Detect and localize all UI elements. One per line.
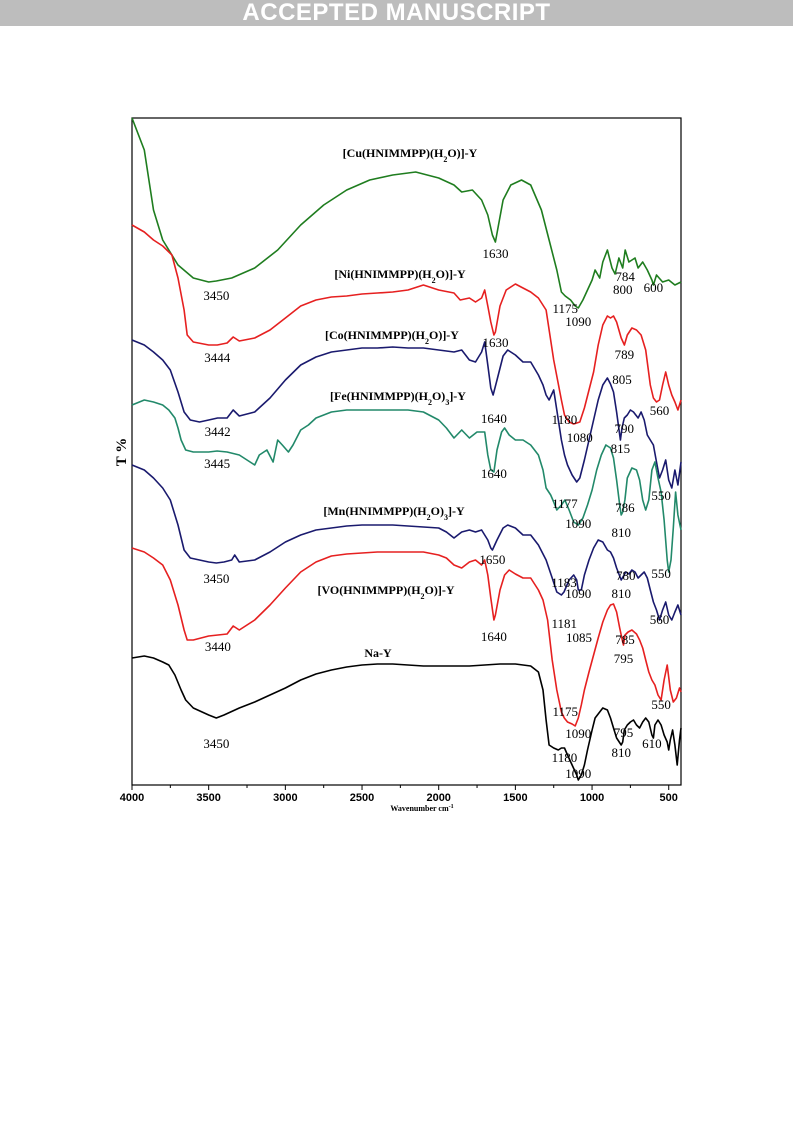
series-line-1 xyxy=(131,224,682,425)
series-label-4: [Mn(HNIMMPP)(H2O)3]-Y xyxy=(323,504,465,522)
peak-label: 600 xyxy=(644,280,664,295)
series-curves xyxy=(131,117,682,781)
peak-label: 1090 xyxy=(565,314,591,329)
x-axis-label-unit-exponent: -1 xyxy=(449,804,454,810)
x-tick-label: 2500 xyxy=(350,792,374,804)
peak-label: 550 xyxy=(651,697,671,712)
peak-label: 1180 xyxy=(552,750,578,765)
peak-label: 560 xyxy=(650,612,670,627)
x-axis-label: Wavenumber cm-1 xyxy=(390,804,453,813)
peak-label: 1630 xyxy=(482,335,508,350)
series-label-5: [VO(HNIMMPP)(H2O)]-Y xyxy=(317,583,454,601)
peak-label: 3444 xyxy=(204,350,231,365)
accepted-manuscript-banner: ACCEPTED MANUSCRIPT xyxy=(0,0,793,26)
peak-label: 1177 xyxy=(552,496,578,511)
series-label-2: [Co(HNIMMPP)(H2O)]-Y xyxy=(325,328,459,346)
peak-label: 550 xyxy=(651,566,671,581)
peak-label: 560 xyxy=(650,403,670,418)
series-line-6 xyxy=(131,655,682,781)
peak-label: 1180 xyxy=(552,412,578,427)
peak-label: 3445 xyxy=(204,456,230,471)
peak-label: 3450 xyxy=(203,571,229,586)
x-tick-label: 1500 xyxy=(503,792,527,804)
peak-label: 800 xyxy=(613,282,633,297)
series-line-3 xyxy=(131,399,682,573)
peak-label: 1085 xyxy=(566,630,592,645)
peak-label: 1183 xyxy=(551,575,577,590)
x-tick-label: 500 xyxy=(660,792,678,804)
peak-label: 1175 xyxy=(552,704,578,719)
peak-label: 1175 xyxy=(552,301,578,316)
peak-label: 789 xyxy=(615,347,635,362)
peak-label: 1650 xyxy=(479,552,505,567)
series-line-5 xyxy=(131,547,682,727)
peak-label: 790 xyxy=(615,421,635,436)
peak-label: 3450 xyxy=(203,288,229,303)
series-label-6: Na-Y xyxy=(364,646,392,660)
peak-label: 784 xyxy=(615,269,635,284)
peak-label: 1181 xyxy=(552,616,578,631)
x-tick-label: 4000 xyxy=(120,792,144,804)
x-axis-label-text: Wavenumber cm xyxy=(390,804,449,813)
series-label-0: [Cu(HNIMMPP)(H2O)]-Y xyxy=(343,146,478,164)
series-line-4 xyxy=(131,464,682,621)
peak-label: 810 xyxy=(611,745,631,760)
peak-label: 815 xyxy=(611,441,631,456)
series-line-0 xyxy=(131,117,682,309)
peak-label: 785 xyxy=(615,632,635,647)
x-tick-label: 1000 xyxy=(580,792,604,804)
peak-label: 795 xyxy=(614,725,634,740)
peak-label: 550 xyxy=(651,488,671,503)
peak-label: 795 xyxy=(614,651,634,666)
peak-label: 810 xyxy=(611,525,631,540)
peak-label: 1090 xyxy=(565,516,591,531)
peak-label: 3440 xyxy=(205,639,231,654)
peak-label: 810 xyxy=(611,586,631,601)
peak-label: 1640 xyxy=(481,466,507,481)
peak-label: 3450 xyxy=(203,736,229,751)
x-axis: 4000 3500 3000 2500 2000 1500 1000 500 xyxy=(120,785,678,804)
x-tick-label: 3000 xyxy=(273,792,297,804)
peak-label: 1090 xyxy=(565,766,591,781)
peak-annotations: 3450163011751090800784600344416301180108… xyxy=(203,246,670,781)
series-label-3: [Fe(HNIMMPP)(H2O)3]-Y xyxy=(330,389,466,407)
peak-label: 780 xyxy=(616,568,636,583)
peak-label: 1080 xyxy=(567,430,593,445)
peak-label: 3442 xyxy=(205,424,231,439)
series-labels: [Cu(HNIMMPP)(H2O)]-Y [Ni(HNIMMPP)(H2O)]-Y… xyxy=(317,146,477,660)
series-label-1: [Ni(HNIMMPP)(H2O)]-Y xyxy=(334,267,466,285)
peak-label: 1090 xyxy=(565,586,591,601)
y-axis-label: T % xyxy=(114,438,130,466)
peak-label: 1090 xyxy=(565,726,591,741)
x-tick-label: 2000 xyxy=(426,792,450,804)
peak-label: 1630 xyxy=(482,246,508,261)
peak-label: 1640 xyxy=(481,411,507,426)
peak-label: 1640 xyxy=(481,629,507,644)
plot-frame xyxy=(131,117,682,786)
peak-label: 786 xyxy=(615,500,635,515)
peak-label: 610 xyxy=(642,736,662,751)
series-line-2 xyxy=(131,339,682,489)
peak-label: 805 xyxy=(612,372,632,387)
x-tick-label: 3500 xyxy=(196,792,220,804)
